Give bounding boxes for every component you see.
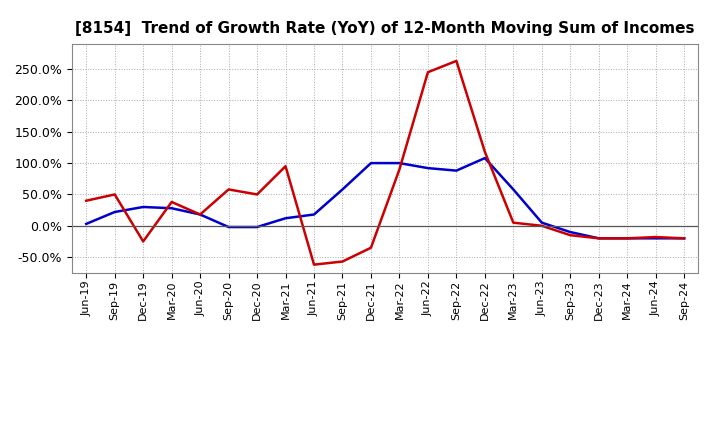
Ordinary Income Growth Rate	[225, 224, 233, 230]
Net Income Growth Rate	[366, 245, 375, 250]
Ordinary Income Growth Rate	[139, 204, 148, 209]
Net Income Growth Rate	[480, 149, 489, 154]
Net Income Growth Rate	[537, 223, 546, 228]
Net Income Growth Rate	[110, 192, 119, 197]
Net Income Growth Rate	[566, 233, 575, 238]
Net Income Growth Rate	[452, 58, 461, 63]
Ordinary Income Growth Rate	[537, 220, 546, 225]
Ordinary Income Growth Rate	[82, 221, 91, 227]
Net Income Growth Rate	[196, 212, 204, 217]
Ordinary Income Growth Rate	[480, 155, 489, 161]
Ordinary Income Growth Rate	[110, 209, 119, 215]
Ordinary Income Growth Rate	[167, 205, 176, 211]
Ordinary Income Growth Rate	[338, 187, 347, 192]
Net Income Growth Rate	[225, 187, 233, 192]
Ordinary Income Growth Rate	[196, 212, 204, 217]
Net Income Growth Rate	[310, 262, 318, 267]
Net Income Growth Rate	[395, 167, 404, 172]
Ordinary Income Growth Rate	[680, 236, 688, 241]
Net Income Growth Rate	[167, 199, 176, 205]
Ordinary Income Growth Rate	[253, 224, 261, 230]
Net Income Growth Rate	[652, 235, 660, 240]
Ordinary Income Growth Rate	[395, 161, 404, 166]
Ordinary Income Growth Rate	[652, 236, 660, 241]
Net Income Growth Rate	[282, 164, 290, 169]
Net Income Growth Rate	[338, 259, 347, 264]
Net Income Growth Rate	[253, 192, 261, 197]
Title: [8154]  Trend of Growth Rate (YoY) of 12-Month Moving Sum of Incomes: [8154] Trend of Growth Rate (YoY) of 12-…	[76, 21, 695, 36]
Line: Net Income Growth Rate: Net Income Growth Rate	[86, 61, 684, 264]
Ordinary Income Growth Rate	[623, 236, 631, 241]
Ordinary Income Growth Rate	[509, 187, 518, 192]
Ordinary Income Growth Rate	[452, 168, 461, 173]
Ordinary Income Growth Rate	[595, 236, 603, 241]
Legend: Ordinary Income Growth Rate, Net Income Growth Rate: Ordinary Income Growth Rate, Net Income …	[159, 435, 611, 440]
Ordinary Income Growth Rate	[310, 212, 318, 217]
Line: Ordinary Income Growth Rate: Ordinary Income Growth Rate	[86, 158, 684, 238]
Net Income Growth Rate	[82, 198, 91, 203]
Net Income Growth Rate	[623, 236, 631, 241]
Ordinary Income Growth Rate	[366, 161, 375, 166]
Net Income Growth Rate	[139, 239, 148, 244]
Net Income Growth Rate	[595, 236, 603, 241]
Ordinary Income Growth Rate	[423, 165, 432, 171]
Net Income Growth Rate	[423, 70, 432, 75]
Ordinary Income Growth Rate	[282, 216, 290, 221]
Ordinary Income Growth Rate	[566, 229, 575, 235]
Net Income Growth Rate	[509, 220, 518, 225]
Net Income Growth Rate	[680, 236, 688, 241]
